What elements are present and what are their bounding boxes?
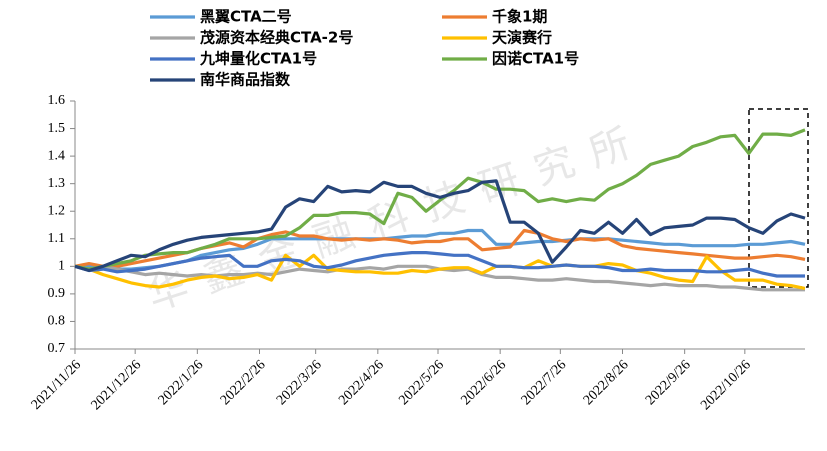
y-tick-label: 0.8: [48, 314, 66, 329]
y-tick-label: 1.5: [48, 121, 66, 136]
legend-label: 天演赛行: [492, 29, 552, 47]
series-line: [74, 128, 806, 271]
legend-label: 九坤量化CTA1号: [199, 50, 317, 68]
x-tick-label: 2022/6/26: [459, 357, 510, 408]
legend-label: 南华商品指数: [200, 71, 291, 89]
x-tick-label: 2021/12/26: [89, 357, 145, 413]
y-tick-label: 1.4: [48, 148, 66, 163]
x-tick-label: 2022/2/26: [218, 357, 269, 408]
y-tick-label: 1.3: [48, 176, 66, 191]
x-tick-label: 2022/10/26: [698, 357, 754, 413]
x-tick-label: 2021/11/26: [29, 357, 84, 412]
x-tick-label: 2022/3/26: [274, 357, 325, 408]
legend-label: 黑翼CTA二号: [200, 8, 292, 26]
y-tick-label: 1.6: [48, 93, 66, 108]
y-tick-label: 0.9: [48, 286, 66, 301]
x-tick-label: 2022/9/26: [643, 357, 694, 408]
legend-label: 茂源资本经典CTA-2号: [200, 29, 353, 47]
x-tick-label: 2022/1/26: [156, 357, 207, 408]
series-line: [74, 253, 806, 290]
legend-label: 因诺CTA1号: [492, 50, 579, 68]
series-line: [74, 179, 806, 273]
y-tick-label: 1.1: [48, 231, 66, 246]
y-tick-label: 1.2: [48, 203, 66, 218]
series-line: [74, 251, 805, 278]
legend-label: 千象1期: [492, 8, 547, 26]
x-tick-label: 2022/5/26: [396, 357, 447, 408]
y-tick-label: 1: [58, 259, 65, 274]
watermark: 华鑫金融科技研究所: [142, 115, 653, 320]
x-tick-label: 2022/4/26: [336, 357, 387, 408]
highlight-box: [748, 108, 809, 288]
x-tick-label: 2022/8/26: [581, 357, 632, 408]
y-tick-label: 0.7: [48, 341, 66, 356]
x-tick-label: 2022/7/26: [519, 357, 570, 408]
series-line: [75, 228, 806, 271]
